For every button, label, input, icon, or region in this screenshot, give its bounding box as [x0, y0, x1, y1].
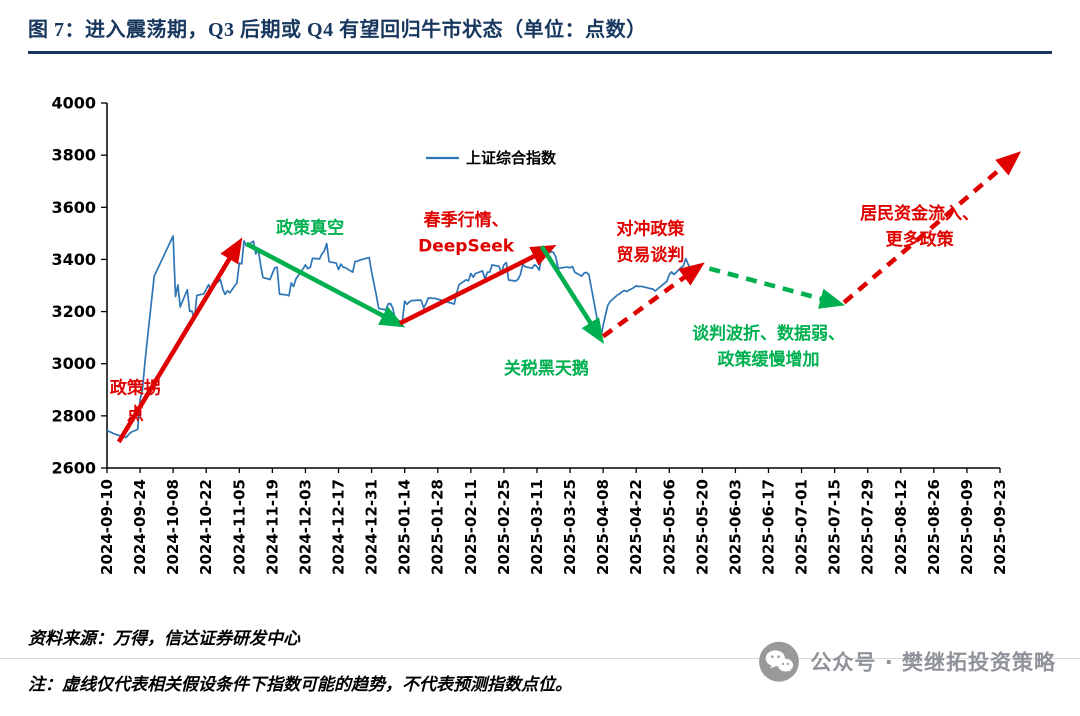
x-tick-label: 2025-03-11	[528, 479, 546, 575]
axes: 2600 2800 3000 3200 3400 3600 3800 4000 2024-09-…	[51, 94, 1009, 575]
x-tick-label: 2024-12-17	[330, 479, 348, 575]
x-tick-label: 2025-04-22	[627, 479, 645, 575]
x-tick-label: 2025-09-09	[958, 479, 976, 575]
x-tick-label: 2025-02-25	[495, 479, 513, 575]
x-tick-label: 2024-09-10	[98, 479, 116, 575]
research-figure-page: 图 7：进入震荡期，Q3 后期或 Q4 有望回归牛市状态（单位：点数） 2600…	[0, 0, 1080, 701]
x-tick-label: 2024-09-24	[131, 479, 149, 575]
phase-annotation-text: 政策缓慢增加	[717, 349, 819, 370]
y-tick-label: 3600	[51, 198, 96, 217]
index-series-line	[106, 235, 701, 439]
y-tick-label: 3200	[51, 302, 96, 321]
trend-arrow	[842, 151, 1022, 305]
figure-header: 图 7：进入震荡期，Q3 后期或 Q4 有望回归牛市状态（单位：点数）	[0, 0, 1080, 54]
phase-annotation-text: 政策真空	[276, 217, 344, 238]
index-trend-chart: 2600 2800 3000 3200 3400 3600 3800 4000 2024-09-…	[51, 94, 1022, 575]
y-tick-label: 3000	[51, 354, 96, 373]
x-tick-label: 2025-06-03	[726, 479, 744, 575]
phase-annotation-text: 关税黑天鹅	[504, 358, 589, 379]
x-tick-label: 2025-04-08	[594, 479, 612, 575]
x-tick-label: 2024-12-03	[296, 479, 314, 575]
x-tick-label: 2025-06-17	[759, 479, 777, 575]
y-tick-label: 2800	[51, 406, 96, 425]
phase-annotation-text: 政策拐	[110, 378, 161, 399]
trend-arrow	[708, 266, 846, 309]
trend-arrow	[398, 245, 557, 326]
x-tick-label: 2025-08-26	[925, 479, 943, 575]
wechat-label: 公众号 · 樊继拓投资策略	[810, 650, 1056, 675]
figure-footer: 资料来源：万得，信达证券研发中心 注：虚线仅代表相关假设条件下指数可能的趋势，不…	[0, 618, 1080, 701]
phase-annotation-text: DeepSeek	[418, 237, 515, 257]
y-tick-label: 2600	[51, 459, 96, 478]
x-tick-label: 2024-11-19	[263, 479, 281, 575]
x-tick-label: 2025-02-11	[462, 479, 480, 575]
wechat-icon	[759, 641, 800, 682]
footer-divider	[0, 658, 1080, 659]
trend-arrow	[245, 241, 406, 328]
y-tick-label: 3400	[51, 250, 96, 269]
trend-arrow	[116, 237, 243, 444]
trend-arrow	[601, 262, 705, 339]
phase-annotation-text: 点	[127, 404, 144, 425]
x-tick-label: 2025-05-06	[660, 479, 678, 575]
chart-area: 2600 2800 3000 3200 3400 3600 3800 4000 2024-09-…	[0, 58, 1080, 618]
x-tick-label: 2025-07-01	[793, 479, 811, 575]
x-tick-label: 2025-07-15	[826, 479, 844, 575]
source-text: 资料来源：万得，信达证券研发中心	[28, 629, 300, 648]
phase-annotation-text: 更多政策	[886, 229, 955, 250]
x-tick-label: 2025-08-12	[892, 479, 910, 575]
legend-label: 上证综合指数	[466, 149, 557, 167]
footnote-text: 注：虚线仅代表相关假设条件下指数可能的趋势，不代表预测指数点位。	[28, 675, 572, 694]
wechat-badge: 公众号 · 樊继拓投资策略	[758, 640, 1056, 682]
x-tick-label: 2025-01-28	[429, 479, 447, 575]
y-tick-label: 3800	[51, 146, 96, 165]
phase-annotation-text: 谈判波折、数据弱、	[692, 323, 845, 344]
legend: 上证综合指数	[426, 149, 557, 167]
phase-annotation-text: 居民资金流入、	[860, 203, 979, 224]
trend-arrow	[539, 245, 604, 344]
y-tick-label: 4000	[51, 94, 96, 113]
x-tick-label: 2024-10-22	[197, 479, 215, 575]
x-tick-label: 2025-03-25	[561, 479, 579, 575]
figure-title: 图 7：进入震荡期，Q3 后期或 Q4 有望回归牛市状态（单位：点数）	[28, 13, 1052, 54]
phase-annotation-text: 贸易谈判	[616, 245, 684, 266]
x-tick-label: 2025-01-14	[396, 479, 414, 575]
x-tick-label: 2025-07-29	[859, 479, 877, 575]
x-tick-label: 2024-11-05	[230, 479, 248, 575]
x-tick-label: 2025-09-23	[991, 479, 1009, 575]
x-tick-label: 2024-12-31	[363, 479, 381, 575]
trend-arrows	[116, 151, 1022, 444]
phase-annotation-text: 对冲政策	[616, 219, 685, 240]
x-tick-label: 2025-05-20	[693, 479, 711, 575]
x-tick-label: 2024-10-08	[164, 479, 182, 575]
phase-annotation-text: 春季行情、	[424, 210, 509, 231]
